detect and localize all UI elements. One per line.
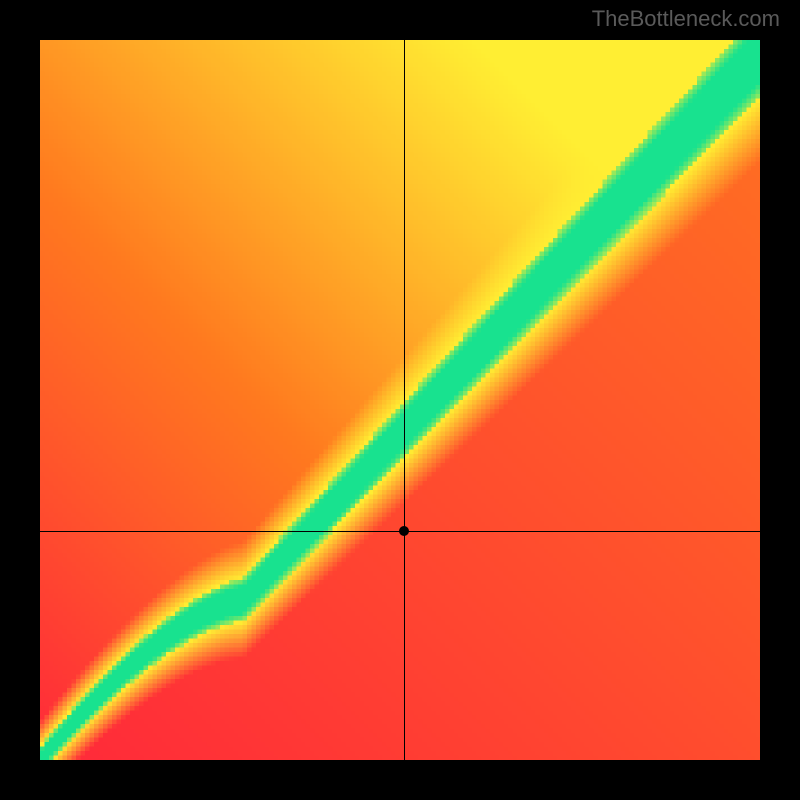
marker-dot (399, 526, 409, 536)
heatmap-canvas (40, 40, 760, 760)
chart-container: TheBottleneck.com (0, 0, 800, 800)
watermark-text: TheBottleneck.com (592, 6, 780, 32)
crosshair-vertical (404, 40, 405, 760)
